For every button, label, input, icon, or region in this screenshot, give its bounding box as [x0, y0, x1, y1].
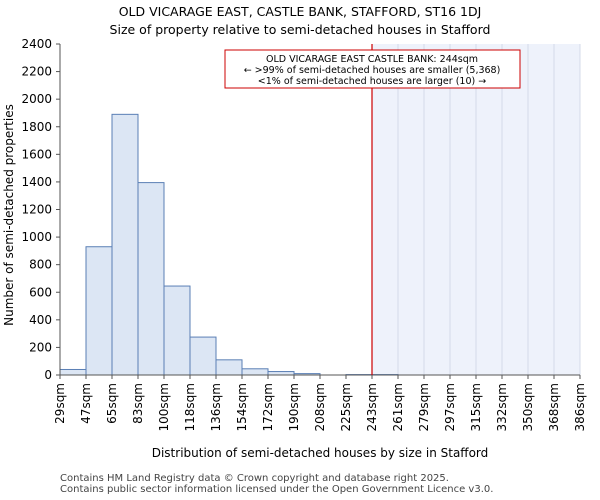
- y-tick-label: 800: [29, 258, 52, 272]
- x-tick-label: 350sqm: [521, 383, 535, 431]
- x-tick-label: 154sqm: [235, 383, 249, 431]
- y-tick-label: 0: [44, 368, 52, 382]
- x-tick-label: 279sqm: [417, 383, 431, 431]
- histogram-bar: [85, 246, 113, 376]
- x-tick-label: 190sqm: [287, 383, 301, 431]
- histogram-bar: [267, 371, 295, 376]
- annotation-box: OLD VICARAGE EAST CASTLE BANK: 244sqm ← …: [224, 49, 521, 89]
- histogram-bar: [215, 359, 243, 376]
- chart-title: OLD VICARAGE EAST, CASTLE BANK, STAFFORD…: [118, 4, 482, 19]
- x-tick-label: 47sqm: [79, 383, 93, 424]
- y-axis-label: Number of semi-detached properties: [2, 104, 16, 326]
- x-tick-label: 225sqm: [339, 383, 353, 431]
- y-tick-label: 400: [29, 313, 52, 327]
- y-tick-label: 1400: [21, 175, 52, 189]
- y-tick-label: 1800: [21, 120, 52, 134]
- x-tick-label: 243sqm: [365, 383, 379, 431]
- x-tick-label: 261sqm: [391, 383, 405, 431]
- x-tick-label: 172sqm: [261, 383, 275, 431]
- histogram-bar: [137, 182, 165, 376]
- y-tick-label: 1600: [21, 147, 52, 161]
- x-tick-label: 332sqm: [495, 383, 509, 431]
- x-tick-label: 368sqm: [547, 383, 561, 431]
- x-tick-label: 315sqm: [469, 383, 483, 431]
- x-tick-label: 29sqm: [53, 383, 67, 424]
- x-tick-label: 65sqm: [105, 383, 119, 424]
- y-tick-label: 2200: [21, 65, 52, 79]
- annotation-line-3: <1% of semi-detached houses are larger (…: [258, 76, 486, 87]
- annotation-line-1: OLD VICARAGE EAST CASTLE BANK: 244sqm: [266, 54, 478, 65]
- annotation-line-2: ← >99% of semi-detached houses are small…: [244, 65, 501, 76]
- x-tick-label: 208sqm: [313, 383, 327, 431]
- y-tick-label: 600: [29, 285, 52, 299]
- histogram-bar: [163, 285, 191, 376]
- footer-line-2: Contains public sector information licen…: [60, 484, 494, 495]
- x-tick-label: 386sqm: [573, 383, 587, 431]
- chart-subtitle: Size of property relative to semi-detach…: [109, 22, 491, 37]
- histogram-bar: [111, 113, 139, 376]
- y-tick-label: 2400: [21, 37, 52, 51]
- x-tick-label: 100sqm: [157, 383, 171, 431]
- x-tick-label: 297sqm: [443, 383, 457, 431]
- histogram-bar: [59, 368, 87, 376]
- x-tick-label: 118sqm: [183, 383, 197, 431]
- histogram-bar: [189, 336, 217, 376]
- y-tick-label: 200: [29, 340, 52, 354]
- y-tick-label: 1200: [21, 203, 52, 217]
- y-tick-label: 1000: [21, 230, 52, 244]
- x-axis-label: Distribution of semi-detached houses by …: [152, 446, 489, 460]
- y-tick-label: 2000: [21, 92, 52, 106]
- footer-line-1: Contains HM Land Registry data © Crown c…: [60, 473, 449, 484]
- histogram-bar: [241, 368, 269, 376]
- x-tick-label: 83sqm: [131, 383, 145, 424]
- x-tick-label: 136sqm: [209, 383, 223, 431]
